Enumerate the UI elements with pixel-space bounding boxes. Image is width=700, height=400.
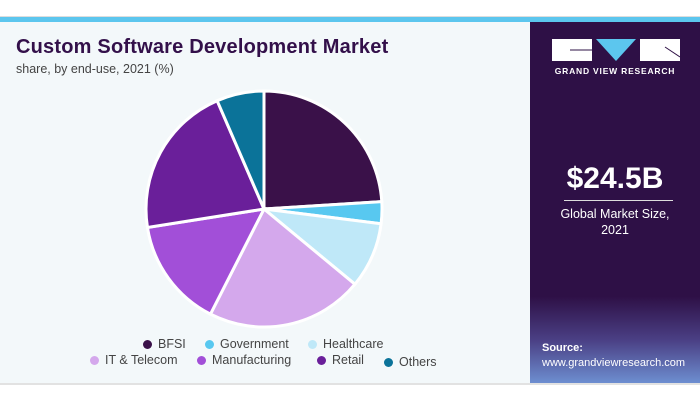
legend-dot: [317, 355, 326, 365]
pie-slice-bfsi: [262, 89, 384, 211]
legend-label: BFSI: [158, 337, 186, 351]
grand-view-research-logo: [552, 39, 680, 61]
legend-label: Retail: [332, 353, 364, 367]
pie-slice-manufacturing: [145, 207, 267, 317]
top-accent-line: [0, 16, 700, 23]
legend-dot: [90, 355, 99, 365]
legend-item-government: Government: [205, 337, 289, 351]
legend-item-others: Others: [384, 355, 437, 369]
pie-slice-others: [215, 89, 266, 210]
info-sidebar: GRAND VIEW RESEARCH $24.5B Global Market…: [530, 22, 700, 383]
legend-label: IT & Telecom: [105, 353, 178, 367]
caption-line-1: Global Market Size,: [560, 207, 670, 221]
legend-dot: [197, 355, 206, 365]
legend-label: Manufacturing: [212, 353, 292, 367]
chart-title: Custom Software Development Market: [16, 36, 389, 58]
legend-dot: [143, 339, 152, 349]
caption-line-2: 2021: [601, 223, 629, 237]
divider: [564, 200, 673, 201]
bottom-divider: [0, 383, 700, 385]
legend-item-healthcare: Healthcare: [308, 337, 383, 351]
source-url[interactable]: www.grandviewresearch.com: [542, 357, 686, 369]
legend-item-it-telecom: IT & Telecom: [90, 353, 178, 367]
pie-chart: [144, 89, 384, 329]
legend-dot: [308, 339, 317, 349]
pie-slice-retail: [144, 98, 267, 230]
legend-item-bfsi: BFSI: [143, 337, 186, 351]
legend-item-manufacturing: Manufacturing: [197, 353, 291, 367]
source-label: Source:: [542, 342, 583, 354]
market-size-value: $24.5B: [566, 162, 664, 195]
pie-slice-it-telecom: [208, 206, 358, 329]
legend-label: Others: [399, 355, 437, 369]
legend-label: Healthcare: [323, 337, 384, 351]
legend-item-retail: Retail: [317, 353, 364, 367]
market-size-caption: Global Market Size, 2021: [530, 206, 700, 238]
legend-label: Government: [220, 337, 289, 351]
brand-name: GRAND VIEW RESEARCH: [554, 66, 676, 76]
legend-dot: [205, 339, 214, 349]
chart-subtitle: share, by end-use, 2021 (%): [16, 62, 174, 76]
legend-dot: [384, 357, 393, 367]
